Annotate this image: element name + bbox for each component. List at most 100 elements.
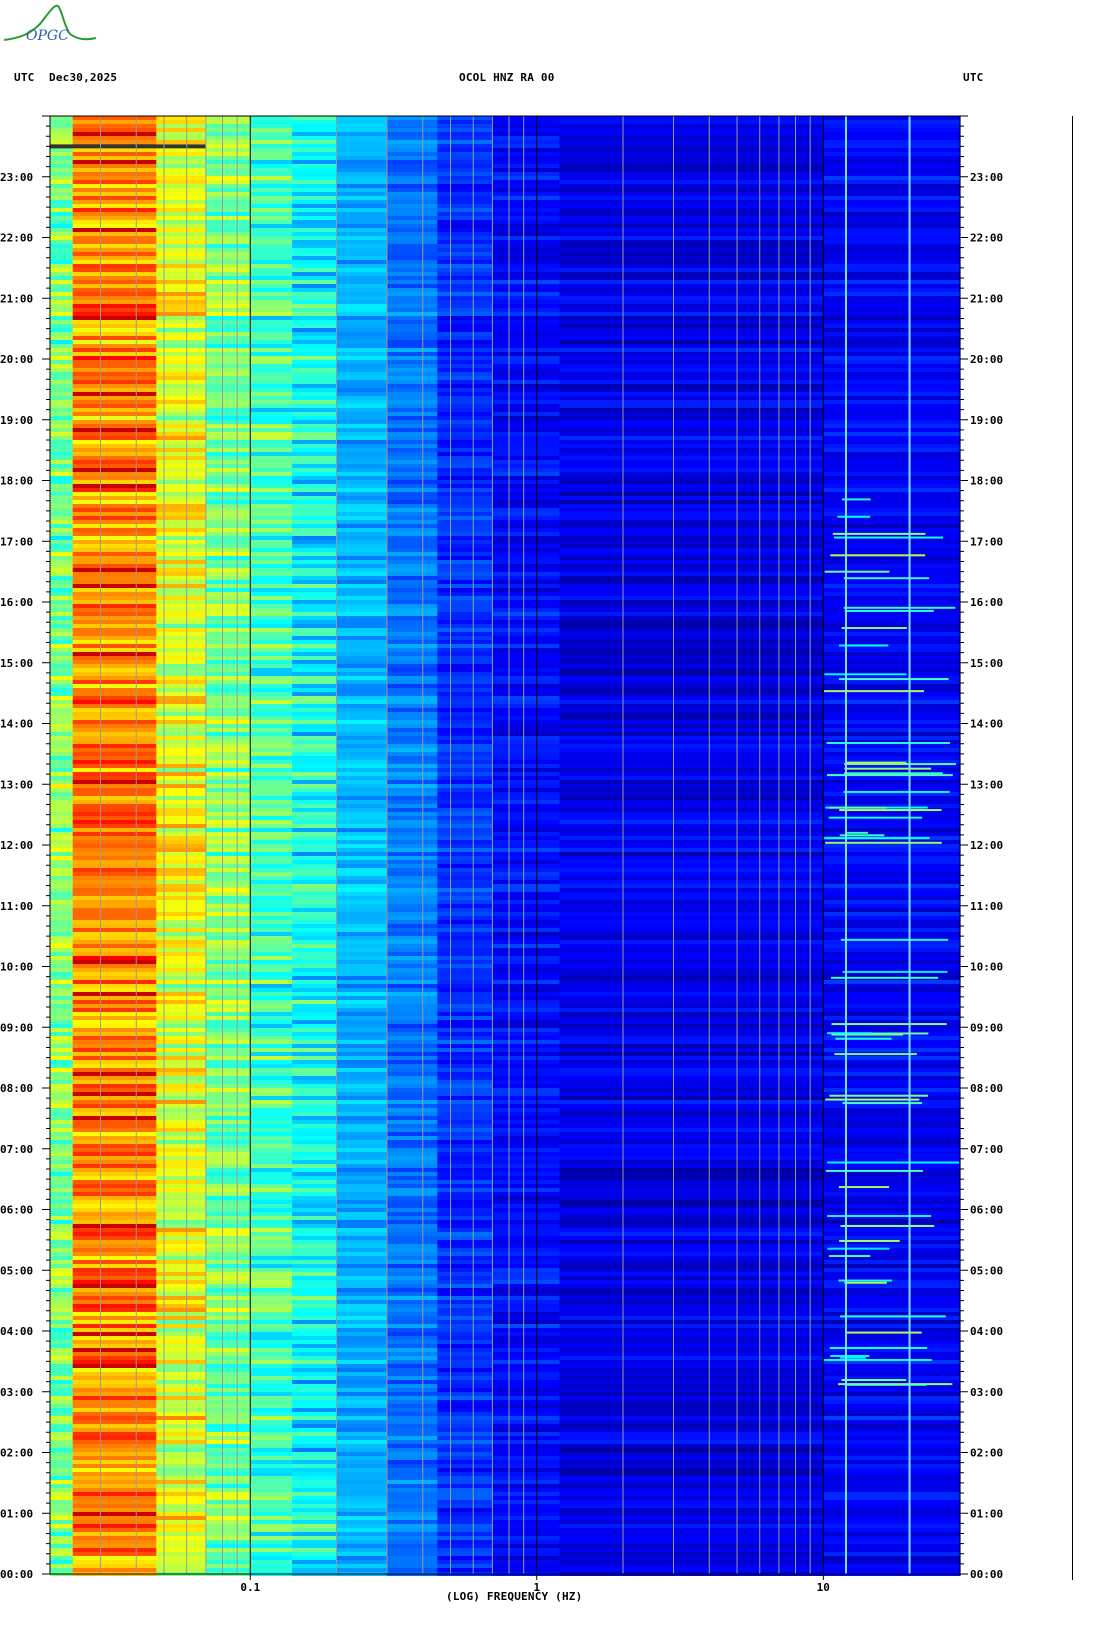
y-tick-label-left: 17:00 — [0, 535, 33, 548]
chart-title: OCOL HNZ RA 00 — [459, 71, 555, 84]
y-tick-label-right: 08:00 — [970, 1082, 1003, 1095]
hf-noise-streak — [838, 1186, 890, 1189]
y-tick-label-left: 08:00 — [0, 1082, 33, 1095]
y-tick-label-right: 10:00 — [970, 961, 1003, 974]
y-tick-label-right: 22:00 — [970, 232, 1003, 245]
header-left-utc: UTC — [14, 71, 35, 84]
y-tick-label-right: 13:00 — [970, 778, 1003, 791]
header-date: Dec30,2025 — [49, 71, 118, 84]
y-tick-label-right: 07:00 — [970, 1143, 1003, 1156]
hf-noise-streak — [845, 831, 868, 834]
hf-noise-streak — [843, 577, 930, 580]
y-tick-label-left: 07:00 — [0, 1143, 33, 1156]
y-tick-label-right: 05:00 — [970, 1264, 1003, 1277]
y-tick-label-left: 20:00 — [0, 353, 33, 366]
hf-noise-streak — [823, 1358, 932, 1361]
y-tick-label-left: 06:00 — [0, 1204, 33, 1217]
hf-noise-streak — [831, 1033, 904, 1036]
hf-noise-streak — [826, 741, 951, 744]
hf-noise-streak — [828, 816, 923, 819]
x-tick-label: 10 — [817, 1581, 830, 1594]
y-tick-label-left: 23:00 — [0, 171, 33, 184]
y-tick-label-left: 22:00 — [0, 232, 33, 245]
y-tick-label-left: 09:00 — [0, 1021, 33, 1034]
y-tick-label-left: 21:00 — [0, 292, 33, 305]
hf-noise-streak — [834, 1053, 917, 1056]
hf-noise-streak — [841, 498, 871, 501]
hf-noise-streak — [838, 1279, 893, 1282]
hf-noise-streak — [838, 678, 949, 681]
hf-noise-streak — [830, 554, 926, 557]
y-tick-label-left: 18:00 — [0, 475, 33, 488]
y-tick-label-right: 14:00 — [970, 718, 1003, 731]
hf-noise-streak — [827, 774, 953, 777]
hf-noise-streak — [842, 1102, 922, 1105]
hf-noise-streak — [830, 1354, 870, 1357]
hf-noise-streak — [825, 841, 942, 844]
y-tick-label-left: 00:00 — [0, 1568, 33, 1581]
hf-noise-streak — [840, 938, 949, 941]
hf-noise-streak — [829, 1094, 929, 1097]
y-tick-label-right: 00:00 — [970, 1568, 1003, 1581]
opgc-logo: OPGC — [3, 4, 97, 44]
x-tick-label: 1 — [533, 1581, 540, 1594]
hf-noise-streak — [825, 1098, 920, 1101]
y-tick-label-right: 04:00 — [970, 1325, 1003, 1338]
hf-noise-streak — [844, 1281, 887, 1284]
y-tick-label-right: 01:00 — [970, 1507, 1003, 1520]
y-tick-label-right: 20:00 — [970, 353, 1003, 366]
hf-noise-streak — [840, 1356, 866, 1359]
hf-noise-streak — [844, 767, 932, 770]
y-tick-label-right: 02:00 — [970, 1447, 1003, 1460]
y-tick-label-left: 14:00 — [0, 718, 33, 731]
x-axis-label: (LOG) FREQUENCY (HZ) — [446, 1590, 583, 1603]
y-tick-label-left: 19:00 — [0, 414, 33, 427]
spectrogram-cells — [50, 116, 961, 1576]
y-tick-label-left: 15:00 — [0, 657, 33, 670]
y-tick-label-left: 10:00 — [0, 961, 33, 974]
y-tick-label-right: 03:00 — [970, 1386, 1003, 1399]
y-tick-label-right: 21:00 — [970, 292, 1003, 305]
hf-noise-streak — [839, 809, 942, 812]
y-tick-label-left: 02:00 — [0, 1447, 33, 1460]
hf-noise-streak — [844, 772, 943, 775]
y-tick-label-left: 16:00 — [0, 596, 33, 609]
y-tick-label-left: 05:00 — [0, 1264, 33, 1277]
y-tick-label-left: 03:00 — [0, 1386, 33, 1399]
hf-noise-streak — [844, 609, 934, 612]
hf-noise-streak — [824, 673, 907, 676]
y-tick-label-right: 15:00 — [970, 657, 1003, 670]
hf-noise-streak — [832, 532, 926, 535]
y-tick-label-right: 06:00 — [970, 1204, 1003, 1217]
hf-noise-streak — [837, 515, 871, 518]
hf-noise-streak — [839, 644, 889, 647]
header-right-utc: UTC — [963, 71, 984, 84]
y-tick-label-right: 18:00 — [970, 475, 1003, 488]
hf-noise-streak — [842, 970, 948, 973]
hf-noise-streak — [834, 536, 944, 539]
hf-noise-streak — [839, 1239, 900, 1242]
hf-noise-streak — [824, 837, 930, 840]
y-tick-label-left: 13:00 — [0, 778, 33, 791]
y-tick-label-right: 17:00 — [970, 535, 1003, 548]
colorbar-axis-line — [1072, 116, 1073, 1580]
y-tick-label-left: 01:00 — [0, 1507, 33, 1520]
y-tick-label-left: 12:00 — [0, 839, 33, 852]
hf-noise-streak — [843, 606, 956, 609]
y-tick-label-right: 12:00 — [970, 839, 1003, 852]
hf-noise-streak — [840, 1224, 935, 1227]
hf-noise-streak — [845, 1331, 922, 1334]
data-gap-marker — [50, 144, 206, 149]
hf-noise-streak — [830, 976, 939, 979]
hf-noise-streak — [827, 1161, 959, 1164]
hf-noise-streak — [827, 1247, 890, 1250]
hf-noise-streak — [839, 1032, 929, 1035]
y-tick-label-left: 04:00 — [0, 1325, 33, 1338]
hf-noise-streak — [843, 790, 950, 793]
y-tick-label-right: 23:00 — [970, 171, 1003, 184]
y-tick-label-right: 09:00 — [970, 1021, 1003, 1034]
hf-noise-streak — [844, 763, 956, 766]
hf-noise-streak — [825, 1169, 923, 1172]
hf-noise-streak — [828, 806, 887, 809]
